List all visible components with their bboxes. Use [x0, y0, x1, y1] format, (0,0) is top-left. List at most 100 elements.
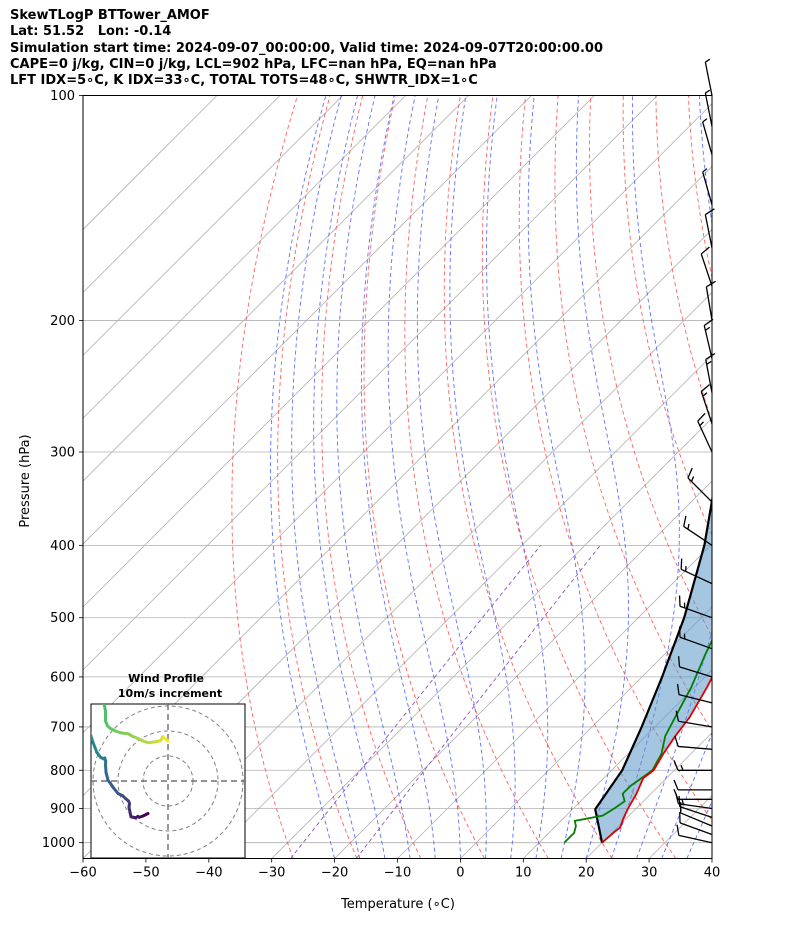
y-tick-label: 300 — [50, 445, 75, 460]
y-tick-label: 900 — [50, 802, 75, 817]
dry-adiabat — [443, 95, 613, 859]
hodograph-segment — [98, 686, 103, 699]
wind-profile-inset: Wind Profile 10m/s increment — [86, 669, 246, 859]
hodograph-segment — [87, 706, 88, 719]
barb-shaft — [702, 171, 713, 205]
barb-shaft — [702, 121, 713, 155]
isotherm-gridline — [83, 95, 595, 608]
hodograph-segment — [86, 671, 87, 681]
barb-full-feather — [700, 246, 710, 255]
mixing-ratio-line — [290, 545, 542, 859]
wind-barb — [676, 683, 713, 704]
moist-adiabat — [416, 95, 487, 859]
x-axis-label: Temperature (∘C) — [340, 897, 455, 912]
wind-barb — [676, 824, 713, 844]
wind-barb — [673, 760, 712, 771]
barb-half-feather — [687, 523, 690, 530]
hodograph-segment — [91, 731, 95, 744]
barb-half-feather — [702, 392, 708, 397]
barb-shaft — [679, 666, 713, 678]
moist-adiabat — [361, 95, 436, 859]
barb-full-feather — [673, 789, 679, 800]
hodograph-ring — [117, 730, 219, 832]
dry-adiabat — [687, 95, 712, 280]
x-tick-label: 20 — [578, 866, 595, 881]
barb-shaft — [679, 605, 713, 619]
barb-shaft — [678, 720, 713, 728]
mixing-ratio-line — [355, 545, 601, 859]
wind-barb — [674, 735, 713, 750]
dry-adiabat — [655, 95, 712, 422]
barb-half-feather — [690, 476, 695, 482]
x-tick-label: −50 — [132, 866, 159, 881]
wind-barb — [677, 656, 713, 678]
x-tick-label: 10 — [515, 866, 532, 881]
x-tick-label: −10 — [384, 866, 411, 881]
barb-full-feather — [697, 412, 706, 422]
station-coordinates: Lat: 51.52 Lon: -0.14 — [10, 24, 172, 40]
wind-barb — [702, 118, 713, 155]
barb-shaft — [679, 806, 713, 819]
isotherm-gridline — [711, 857, 712, 859]
barb-full-feather — [677, 656, 681, 667]
barb-half-feather — [680, 765, 684, 771]
barb-shaft — [679, 822, 713, 836]
x-tick-label: −20 — [321, 866, 348, 881]
isotherm-gridline — [83, 95, 344, 356]
hodograph-segment — [102, 704, 107, 713]
barb-shaft — [697, 420, 713, 453]
barb-shaft — [703, 325, 713, 359]
simulation-times: Simulation start time: 2024-09-07_00:00:… — [10, 40, 603, 56]
barb-shaft — [687, 477, 713, 503]
barb-full-feather — [704, 208, 715, 216]
moist-adiabat — [486, 95, 549, 859]
wind-barb — [673, 779, 712, 791]
barb-shaft — [678, 694, 713, 704]
barb-half-feather — [685, 566, 687, 572]
wind-barb — [702, 168, 713, 205]
barb-full-feather — [678, 595, 681, 607]
hodograph-segment — [88, 719, 89, 732]
barb-half-feather — [706, 360, 712, 365]
y-tick-label: 1000 — [42, 836, 75, 851]
hodograph-segment — [89, 669, 94, 677]
dewpoint-profile-line — [563, 638, 712, 844]
hodograph-segment — [164, 738, 170, 743]
y-tick-label: 200 — [50, 314, 75, 329]
inset-subtitle: 10m/s increment — [118, 687, 222, 700]
barb-shaft — [678, 834, 713, 844]
barb-full-feather — [676, 683, 680, 695]
y-axis-label: Pressure (hPa) — [18, 434, 33, 527]
dry-adiabat — [231, 95, 298, 859]
dry-adiabat — [363, 95, 485, 859]
dry-adiabat — [554, 95, 712, 732]
x-tick-label: −60 — [69, 866, 96, 881]
dry-adiabat — [277, 95, 358, 859]
wind-barb — [704, 58, 713, 96]
barb-half-feather — [681, 799, 684, 805]
stability-indices: CAPE=0 j/kg, CIN=0 j/kg, LCL=902 hPa, LF… — [10, 56, 497, 72]
wind-barb — [705, 353, 716, 393]
barb-full-feather — [676, 824, 680, 836]
x-tick-label: −40 — [195, 866, 222, 881]
y-tick-label: 800 — [50, 764, 75, 779]
moist-adiabat — [575, 95, 629, 859]
moist-adiabat — [270, 95, 336, 859]
isotherm-gridline — [83, 95, 218, 231]
dry-adiabat — [786, 96, 794, 859]
wind-barb — [678, 626, 713, 650]
wind-barb — [700, 384, 713, 425]
barb-half-feather — [704, 58, 711, 63]
barb-half-feather — [705, 326, 711, 331]
wind-barb — [704, 208, 715, 249]
barb-shaft — [679, 636, 713, 650]
wind-barb — [705, 280, 716, 321]
chart-header: SkewTLogP BTTower_AMOF Lat: 51.52 Lon: -… — [10, 8, 603, 89]
barb-shaft — [704, 92, 713, 127]
barb-half-feather — [702, 168, 708, 173]
dry-adiabat — [404, 95, 549, 859]
hodograph-segment — [93, 676, 98, 686]
barb-full-feather — [675, 710, 680, 722]
wind-barb — [679, 812, 713, 836]
wind-barb — [697, 412, 713, 453]
